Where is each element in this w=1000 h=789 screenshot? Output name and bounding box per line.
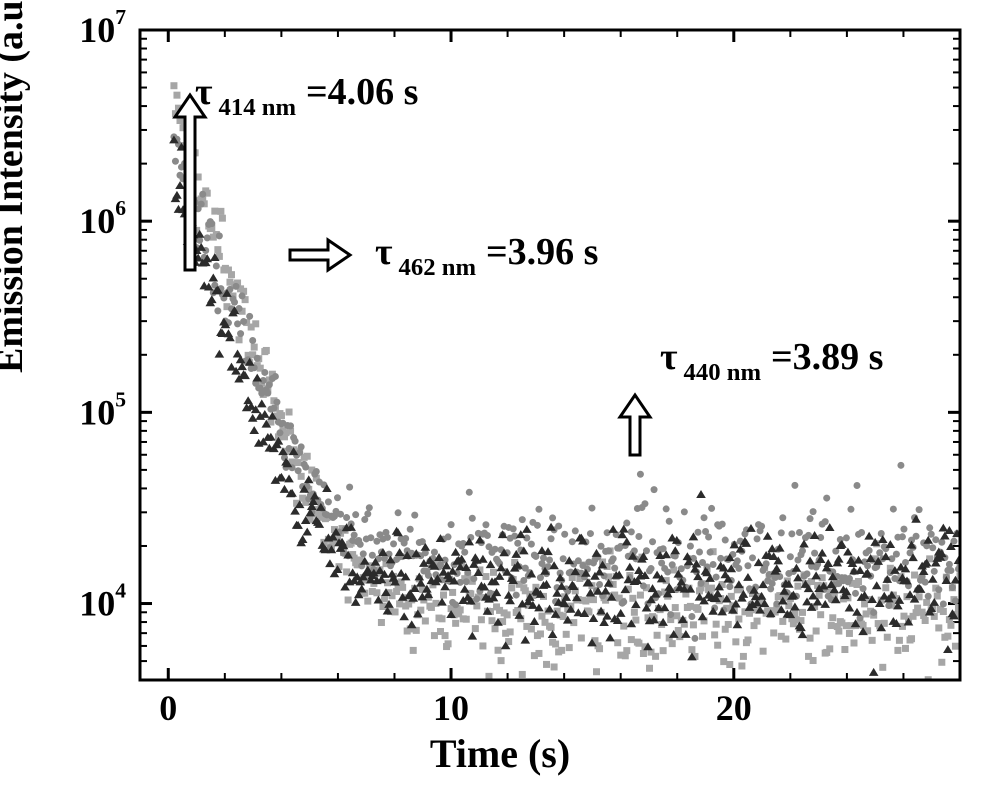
y-axis-label: Emission Intensity (a.u.) bbox=[10, 0, 54, 373]
svg-text:107: 107 bbox=[79, 5, 126, 50]
svg-text:106: 106 bbox=[79, 196, 126, 241]
svg-text:0: 0 bbox=[159, 688, 177, 728]
svg-text:104: 104 bbox=[79, 579, 126, 624]
svg-text:105: 105 bbox=[79, 387, 126, 432]
x-axis-label: Time (s) bbox=[0, 730, 1000, 777]
annotation-tau414: τ414 nm=4.06 s bbox=[195, 70, 418, 114]
chart-svg: 0 10 20 104 105 106 107 bbox=[0, 0, 1000, 789]
svg-text:10: 10 bbox=[433, 688, 469, 728]
annotation-tau462: τ462 nm=3.96 s bbox=[375, 230, 598, 274]
decay-chart: 0 10 20 104 105 106 107 Emission Intensity (a.… bbox=[0, 0, 1000, 789]
svg-text:20: 20 bbox=[716, 688, 752, 728]
annotation-tau440: τ440 nm=3.89 s bbox=[660, 335, 883, 379]
